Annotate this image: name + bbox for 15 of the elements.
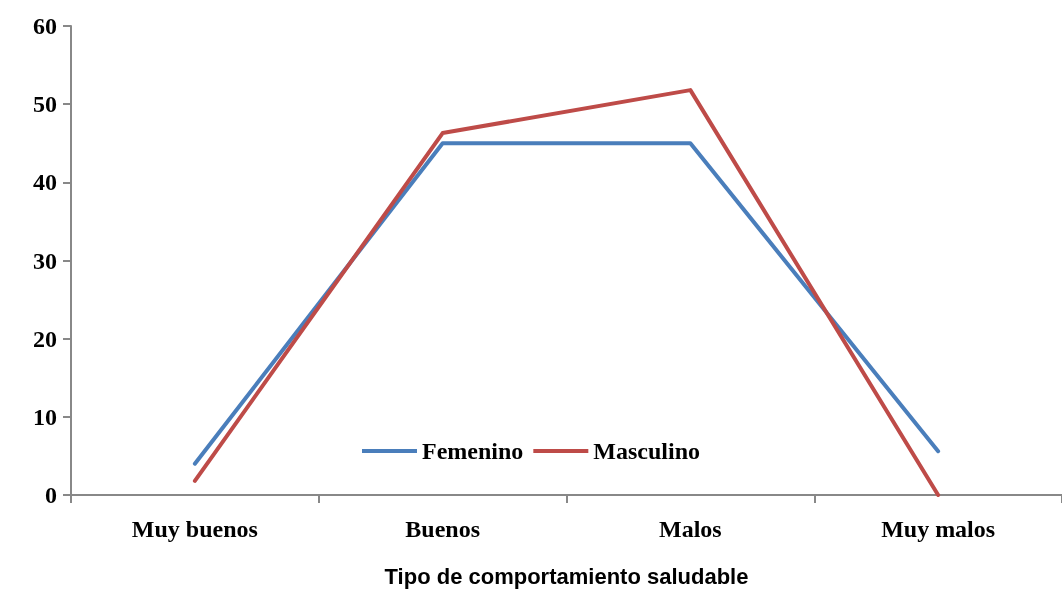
legend-label: Femenino [422, 438, 524, 464]
y-tick-label: 0 [45, 482, 57, 508]
x-tick-label: Malos [659, 516, 722, 542]
y-tick-label: 50 [33, 91, 57, 118]
x-tick-label: Muy malos [881, 516, 996, 542]
y-tick-label: 60 [33, 13, 57, 39]
x-tick-label: Muy buenos [131, 516, 258, 542]
line-series [192, 88, 941, 497]
y-tick-label: 40 [33, 169, 57, 196]
x-axis-title: Tipo de comportamiento saludable [384, 563, 749, 589]
y-tick-label: 10 [33, 403, 57, 430]
y-tick-label: 30 [33, 247, 57, 274]
x-tick-label: Buenos [405, 516, 480, 542]
y-tick-label: 20 [33, 325, 57, 352]
legend-label: Masculino [593, 438, 701, 464]
